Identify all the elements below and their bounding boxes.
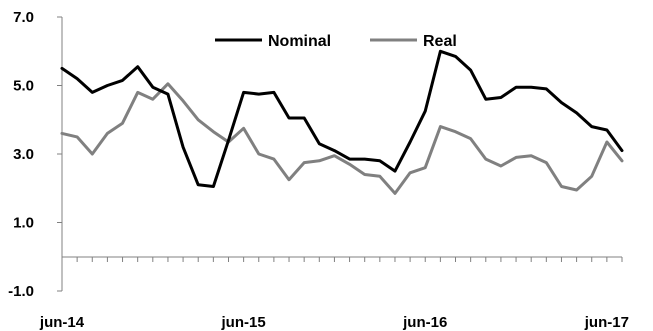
x-axis-ticks: jun-14 jun-15 jun-16 jun-17	[39, 257, 629, 331]
y-tick-label: -1.0	[8, 283, 34, 300]
y-axis-ticks: 7.0 5.0 3.0 1.0 -1.0	[8, 9, 62, 300]
legend-label-nominal: Nominal	[268, 33, 331, 50]
y-tick-label: 1.0	[13, 215, 34, 232]
x-tick-label: jun-16	[402, 314, 447, 331]
chart-series	[60, 49, 624, 195]
y-tick-label: 3.0	[13, 146, 34, 163]
x-tick-label: jun-14	[39, 314, 85, 331]
y-tick-label: 5.0	[13, 78, 34, 95]
x-tick-label: jun-15	[221, 314, 266, 331]
legend-label-real: Real	[423, 33, 457, 50]
series-line-nominal	[60, 49, 624, 188]
x-tick-label: jun-17	[584, 314, 629, 331]
series-line-real	[60, 82, 624, 195]
y-tick-label: 7.0	[13, 9, 34, 26]
chart-legend: Nominal Real	[215, 33, 457, 50]
